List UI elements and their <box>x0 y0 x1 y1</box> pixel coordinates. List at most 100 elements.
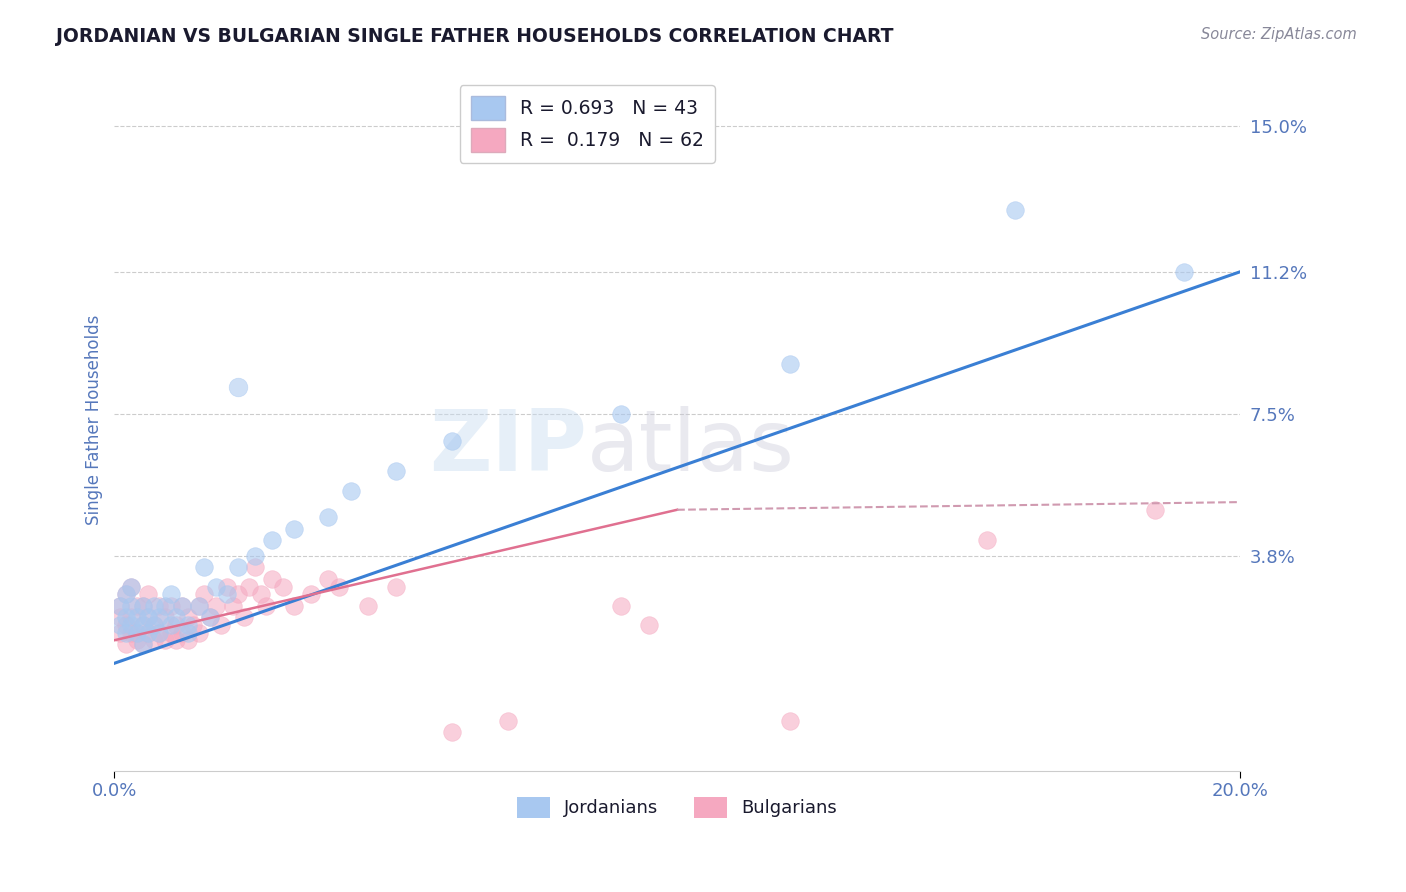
Point <box>136 610 159 624</box>
Point <box>170 599 193 613</box>
Point <box>108 625 131 640</box>
Point <box>114 587 136 601</box>
Point <box>316 510 339 524</box>
Point <box>193 560 215 574</box>
Point <box>638 618 661 632</box>
Point <box>176 625 198 640</box>
Point <box>159 625 181 640</box>
Point <box>165 633 187 648</box>
Text: atlas: atlas <box>588 406 794 489</box>
Point <box>148 625 170 640</box>
Point <box>125 625 148 640</box>
Point <box>120 580 142 594</box>
Point <box>356 599 378 613</box>
Point <box>125 599 148 613</box>
Point <box>440 434 463 448</box>
Point <box>131 618 153 632</box>
Point <box>249 587 271 601</box>
Point <box>187 625 209 640</box>
Point <box>142 618 165 632</box>
Point <box>165 610 187 624</box>
Point <box>170 599 193 613</box>
Point <box>226 587 249 601</box>
Point <box>204 599 226 613</box>
Point <box>176 610 198 624</box>
Text: Source: ZipAtlas.com: Source: ZipAtlas.com <box>1201 27 1357 42</box>
Point <box>181 618 204 632</box>
Point <box>165 618 187 632</box>
Point <box>125 633 148 648</box>
Point <box>779 714 801 728</box>
Point <box>1144 502 1167 516</box>
Point <box>170 625 193 640</box>
Point <box>1004 203 1026 218</box>
Point <box>779 357 801 371</box>
Point <box>243 560 266 574</box>
Point <box>260 572 283 586</box>
Point <box>120 599 142 613</box>
Point <box>148 625 170 640</box>
Point <box>108 610 131 624</box>
Point <box>232 610 254 624</box>
Point <box>1173 265 1195 279</box>
Point <box>125 625 148 640</box>
Point <box>187 599 209 613</box>
Point <box>159 618 181 632</box>
Point <box>131 599 153 613</box>
Point <box>209 618 232 632</box>
Point <box>198 610 221 624</box>
Point <box>328 580 350 594</box>
Point <box>610 407 633 421</box>
Point <box>114 637 136 651</box>
Point <box>120 580 142 594</box>
Point <box>316 572 339 586</box>
Point <box>136 625 159 640</box>
Point <box>131 599 153 613</box>
Point <box>243 549 266 563</box>
Point <box>204 580 226 594</box>
Point <box>136 587 159 601</box>
Point <box>159 587 181 601</box>
Point <box>176 633 198 648</box>
Point <box>142 633 165 648</box>
Y-axis label: Single Father Households: Single Father Households <box>86 314 103 524</box>
Point <box>114 625 136 640</box>
Point <box>271 580 294 594</box>
Point <box>114 610 136 624</box>
Point <box>193 587 215 601</box>
Point <box>260 533 283 548</box>
Point <box>226 560 249 574</box>
Point <box>142 618 165 632</box>
Point <box>114 587 136 601</box>
Point <box>108 618 131 632</box>
Point <box>384 580 406 594</box>
Point <box>440 725 463 739</box>
Point <box>120 625 142 640</box>
Point <box>221 599 243 613</box>
Point <box>153 633 176 648</box>
Point <box>108 599 131 613</box>
Point <box>498 714 520 728</box>
Point <box>153 599 176 613</box>
Point <box>114 618 136 632</box>
Point <box>153 610 176 624</box>
Point <box>120 618 142 632</box>
Point <box>283 599 305 613</box>
Point <box>176 618 198 632</box>
Point <box>610 599 633 613</box>
Point <box>254 599 277 613</box>
Point <box>339 483 361 498</box>
Point <box>283 522 305 536</box>
Point <box>136 625 159 640</box>
Point <box>131 637 153 651</box>
Text: JORDANIAN VS BULGARIAN SINGLE FATHER HOUSEHOLDS CORRELATION CHART: JORDANIAN VS BULGARIAN SINGLE FATHER HOU… <box>56 27 894 45</box>
Point <box>198 610 221 624</box>
Point <box>215 580 238 594</box>
Point <box>159 599 181 613</box>
Point <box>148 610 170 624</box>
Text: ZIP: ZIP <box>429 406 588 489</box>
Point <box>215 587 238 601</box>
Point <box>299 587 322 601</box>
Point <box>148 599 170 613</box>
Point <box>238 580 260 594</box>
